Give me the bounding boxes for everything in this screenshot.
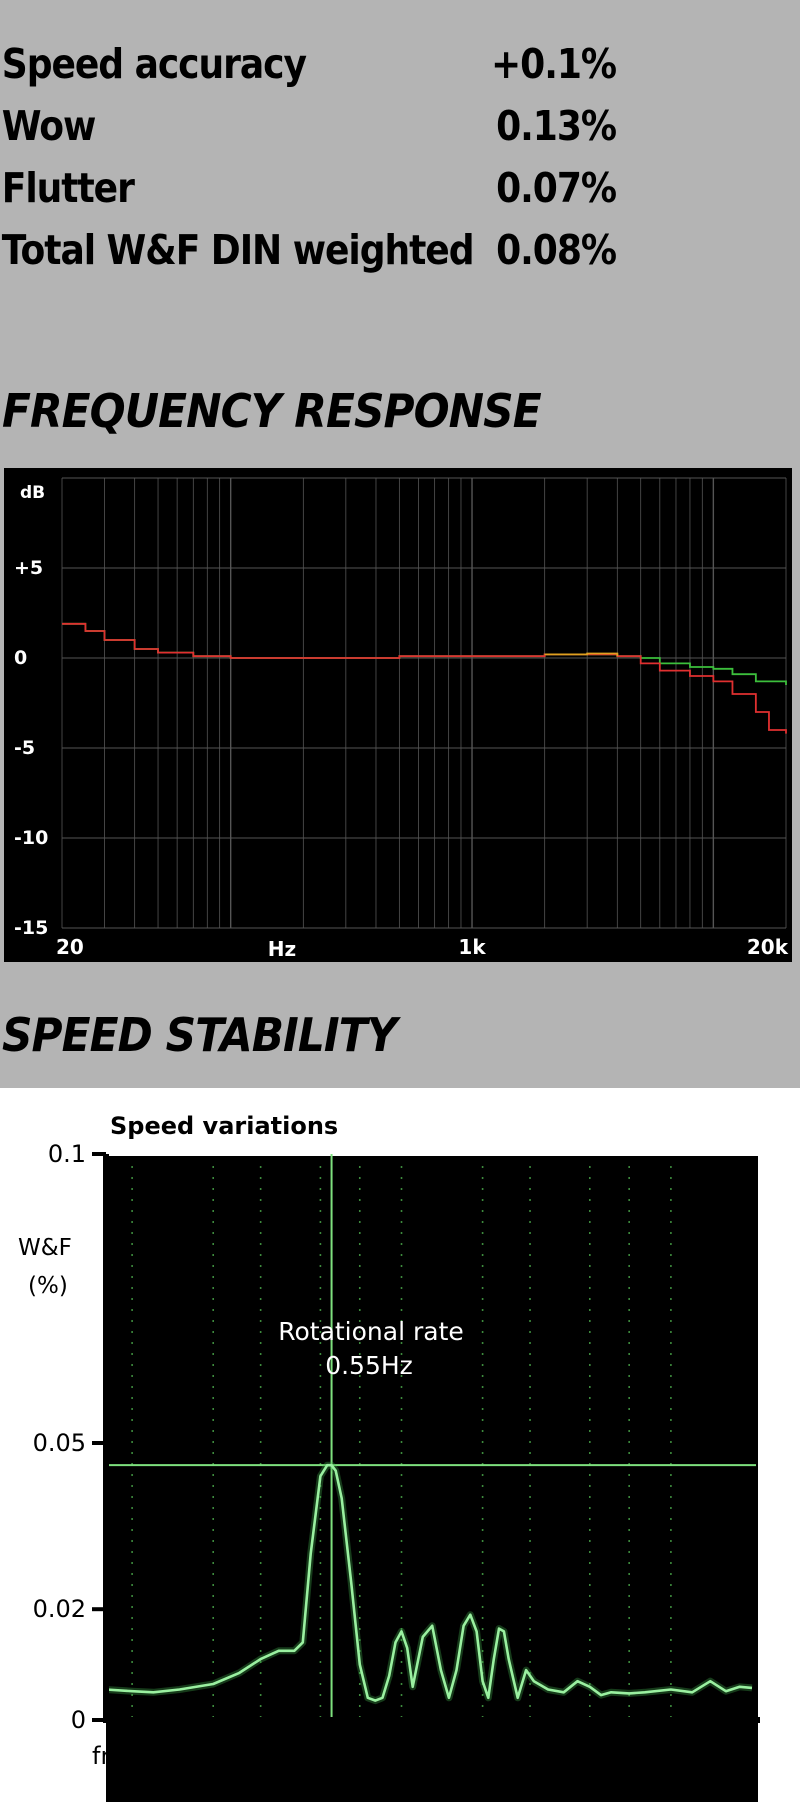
speed-variation-line <box>105 1463 753 1702</box>
chart-grid <box>61 477 787 929</box>
spec-label: Flutter <box>1 164 135 212</box>
spec-value: +0.1% <box>490 40 617 88</box>
x-axis-label: frequency (Hz) <box>92 1742 269 1770</box>
spec-row-wow: Wow 0.13% <box>0 102 704 164</box>
y-tick-label: 0 <box>71 1706 86 1734</box>
x-tick-label: 0.5 <box>301 1742 339 1770</box>
specs-table: Speed accuracy +0.1% Wow 0.13% Flutter 0… <box>0 40 800 288</box>
chart-grid <box>104 1154 756 1720</box>
x-tick-label: 20k <box>747 935 789 959</box>
y-tick-label: 0.05 <box>33 1429 86 1457</box>
y-axis-label-line1: W&F <box>18 1235 72 1261</box>
y-tick-label: 0.1 <box>48 1140 86 1168</box>
x-tick-label: 5 <box>582 1742 597 1770</box>
y-tick-label: +5 <box>14 557 43 579</box>
frequency-response-line-2 <box>544 652 619 657</box>
frequency-response-heading: FREQUENCY RESPONSE <box>2 384 542 438</box>
x-tick-label: 20 <box>56 935 84 959</box>
y-tick-label: 0 <box>14 647 27 669</box>
spec-label: Speed accuracy <box>1 40 307 88</box>
spec-value: 0.08% <box>496 226 617 274</box>
x-tick-label: 1 <box>394 1742 409 1770</box>
spec-value: 0.13% <box>496 102 617 150</box>
spec-label: Wow <box>1 102 97 150</box>
y-tick-label: -5 <box>14 737 35 759</box>
spec-value: 0.07% <box>496 164 617 212</box>
annotation-label: Rotational rate <box>278 1317 464 1346</box>
x-axis-label: Hz <box>268 937 296 961</box>
chart-labels: dB +5 0 -5 -10 -15 20 1k 20k Hz <box>14 483 789 961</box>
x-tick-label: 1k <box>458 935 486 959</box>
frequency-response-chart: dB +5 0 -5 -10 -15 20 1k 20k Hz <box>4 468 792 962</box>
spec-row-total-wf: Total W&F DIN weighted 0.08% <box>0 226 704 288</box>
speed-variations-chart: Speed variations 0.1 0.05 0.02 0 W&F (%) 0.5 1 5 1… <box>0 1088 800 1802</box>
y-tick-label: 0.02 <box>33 1595 86 1623</box>
chart-series <box>105 1461 753 1705</box>
chart-title: Speed variations <box>110 1112 338 1140</box>
y-tick-label: -15 <box>14 917 48 939</box>
chart-background <box>4 468 792 962</box>
chart-series <box>62 622 787 734</box>
y-axis-label-line2: (%) <box>28 1273 68 1299</box>
speed-stability-heading: SPEED STABILITY <box>2 1008 397 1062</box>
spec-row-speed-accuracy: Speed accuracy +0.1% <box>0 40 704 102</box>
annotation-value: 0.55Hz <box>325 1351 413 1380</box>
plot-background <box>106 1156 758 1802</box>
y-axis-label: dB <box>20 483 45 503</box>
y-tick-label: -10 <box>14 827 48 849</box>
spec-row-flutter: Flutter 0.07% <box>0 164 704 226</box>
spec-label: Total W&F DIN weighted <box>1 226 475 274</box>
chart-labels: Speed variations 0.1 0.05 0.02 0 W&F (%) 0.5 1 5 1… <box>18 1112 760 1770</box>
x-tick-label: 10 <box>656 1742 687 1770</box>
